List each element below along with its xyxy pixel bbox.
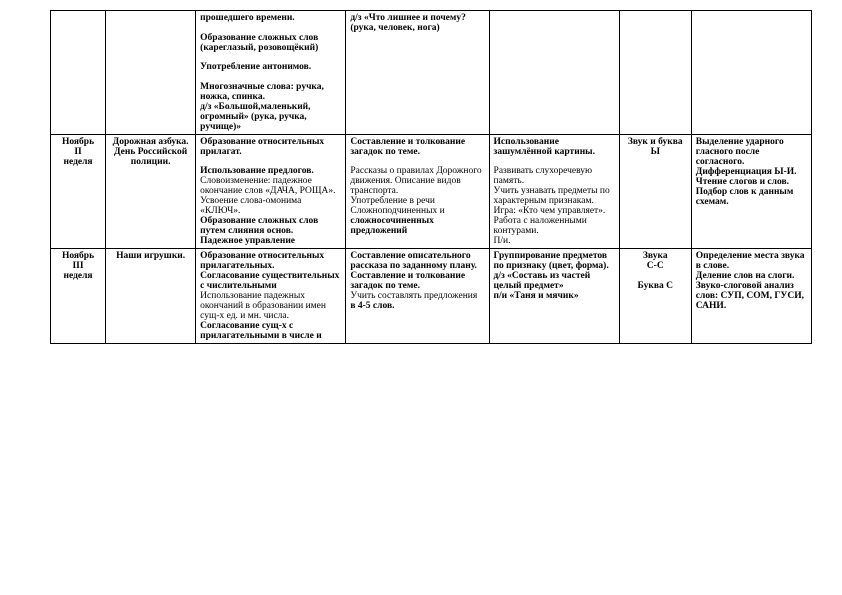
cell-line: п/и «Таня и мячик» <box>494 291 615 301</box>
cell-line: Подбор слов к данным схемам. <box>696 187 807 207</box>
cell-r1-c2: Дорожная азбука. День Российской полиции… <box>106 134 196 249</box>
cell-line: Многозначные слова: ручка, ножка, спинка… <box>200 82 341 102</box>
cell-line: Образование сложных слов (кареглазый, ро… <box>200 33 341 53</box>
cell-r0-c4: д/з «Что лишнее и почему?(рука, человек,… <box>346 11 489 135</box>
curriculum-table: прошедшего времени. Образование сложных с… <box>50 10 812 344</box>
cell-r2-c6: ЗвукаС-С Буква С <box>619 249 691 344</box>
cell-r2-c1: НоябрьIIIнеделя <box>51 249 106 344</box>
cell-line: П/и. <box>494 236 615 246</box>
cell-line: Учить составлять предложения <box>350 291 484 301</box>
cell-r1-c1: НоябрьIIнеделя <box>51 134 106 249</box>
cell-line: Чтение слогов и слов. <box>696 177 807 187</box>
cell-line: С-С <box>624 261 687 271</box>
cell-line: Словоизменение: падежное окончание слов … <box>200 176 341 216</box>
cell-r2-c3: Образование относительных прилагательных… <box>196 249 346 344</box>
cell-line: Игра: «Кто чем управляет». <box>494 206 615 216</box>
cell-r0-c5 <box>489 11 619 135</box>
cell-line: Выделение ударного гласного после соглас… <box>696 137 807 167</box>
table-row: прошедшего времени. Образование сложных с… <box>51 11 812 135</box>
cell-line: Звука <box>624 251 687 261</box>
cell-line: Образование сложных слов путем слияния о… <box>200 216 341 236</box>
cell-r2-c5: Группирование предметов по признаку (цве… <box>489 249 619 344</box>
cell-line: д/з «Составь из частей целый предмет» <box>494 271 615 291</box>
cell-r0-c3: прошедшего времени. Образование сложных с… <box>196 11 346 135</box>
cell-line: Использование падежных окончаний в образ… <box>200 291 341 321</box>
cell-r1-c7: Выделение ударного гласного после соглас… <box>691 134 811 249</box>
cell-line: Наши игрушки. <box>110 251 191 261</box>
table-row: НоябрьIIIнеделя Наши игрушки. Образование … <box>51 249 812 344</box>
cell-r0-c2 <box>106 11 196 135</box>
cell-line: Образование относительных прилагат. <box>200 137 341 157</box>
cell-line: д/з «Большой,маленький, огромный» (рука,… <box>200 102 341 132</box>
cell-line: Деление слов на слоги. <box>696 271 807 281</box>
cell-line: прошедшего времени. <box>200 13 341 23</box>
cell-r2-c7: Определение места звука в слове.Деление … <box>691 249 811 344</box>
cell-line: Согласование существительных с числитель… <box>200 271 341 291</box>
cell-line: Составление описательного рассказа по за… <box>350 251 484 271</box>
cell-line: в 4-5 слов. <box>350 301 484 311</box>
cell-line: Работа с наложенными контурами. <box>494 216 615 236</box>
cell-line: д/з «Что лишнее и почему?(рука, человек,… <box>350 13 484 33</box>
cell-r0-c7 <box>691 11 811 135</box>
cell-r0-c6 <box>619 11 691 135</box>
cell-line: Образование относительных прилагательных… <box>200 251 341 271</box>
cell-line: Группирование предметов по признаку (цве… <box>494 251 615 271</box>
cell-r2-c2: Наши игрушки. <box>106 249 196 344</box>
cell-line: III <box>55 261 101 271</box>
cell-line: Использование зашумлённой картины. <box>494 137 615 157</box>
cell-r0-c1 <box>51 11 106 135</box>
cell-r1-c5: Использование зашумлённой картины. Развив… <box>489 134 619 249</box>
table-row: НоябрьIIнеделяДорожная азбука. День Росс… <box>51 134 812 249</box>
cell-line: Согласование сущ-х с прилагательными в ч… <box>200 321 341 341</box>
cell-line: неделя <box>55 271 101 281</box>
cell-line: Ноябрь <box>55 251 101 261</box>
table-body: прошедшего времени. Образование сложных с… <box>51 11 812 344</box>
cell-line: Определение места звука в слове. <box>696 251 807 271</box>
cell-r1-c6: Звук и буква Ы <box>619 134 691 249</box>
cell-r1-c4: Составление и толкование загадок по теме… <box>346 134 489 249</box>
cell-line: Ноябрь <box>55 137 101 147</box>
cell-line: Рассказы о правилах Дорожного движения. … <box>350 166 484 196</box>
cell-line: неделя <box>55 157 101 167</box>
cell-line: Буква С <box>624 281 687 291</box>
cell-line: II <box>55 147 101 157</box>
cell-line: Падежное управление <box>200 236 341 246</box>
cell-line: Дифференциация Ы-И. <box>696 167 807 177</box>
cell-line: сложносочиненных предложений <box>350 216 484 236</box>
cell-r1-c3: Образование относительных прилагат. Испол… <box>196 134 346 249</box>
page-container: прошедшего времени. Образование сложных с… <box>0 0 842 354</box>
cell-line: Употребление антонимов. <box>200 62 341 72</box>
cell-line: Дорожная азбука. День Российской полиции… <box>110 137 191 167</box>
cell-line: Звуко-слоговой анализ слов: СУП, СОМ, ГУ… <box>696 281 807 311</box>
cell-line: Составление и толкование загадок по теме… <box>350 271 484 291</box>
cell-line: Учить узнавать предметы по характерным п… <box>494 186 615 206</box>
cell-line: Звук и буква Ы <box>624 137 687 157</box>
cell-line: Употребление в речи Сложноподчиненных и <box>350 196 484 216</box>
cell-line: Составление и толкование загадок по теме… <box>350 137 484 157</box>
cell-r2-c4: Составление описательного рассказа по за… <box>346 249 489 344</box>
cell-line: Использование предлогов. <box>200 166 341 176</box>
cell-line: Развивать слухоречевую память. <box>494 166 615 186</box>
